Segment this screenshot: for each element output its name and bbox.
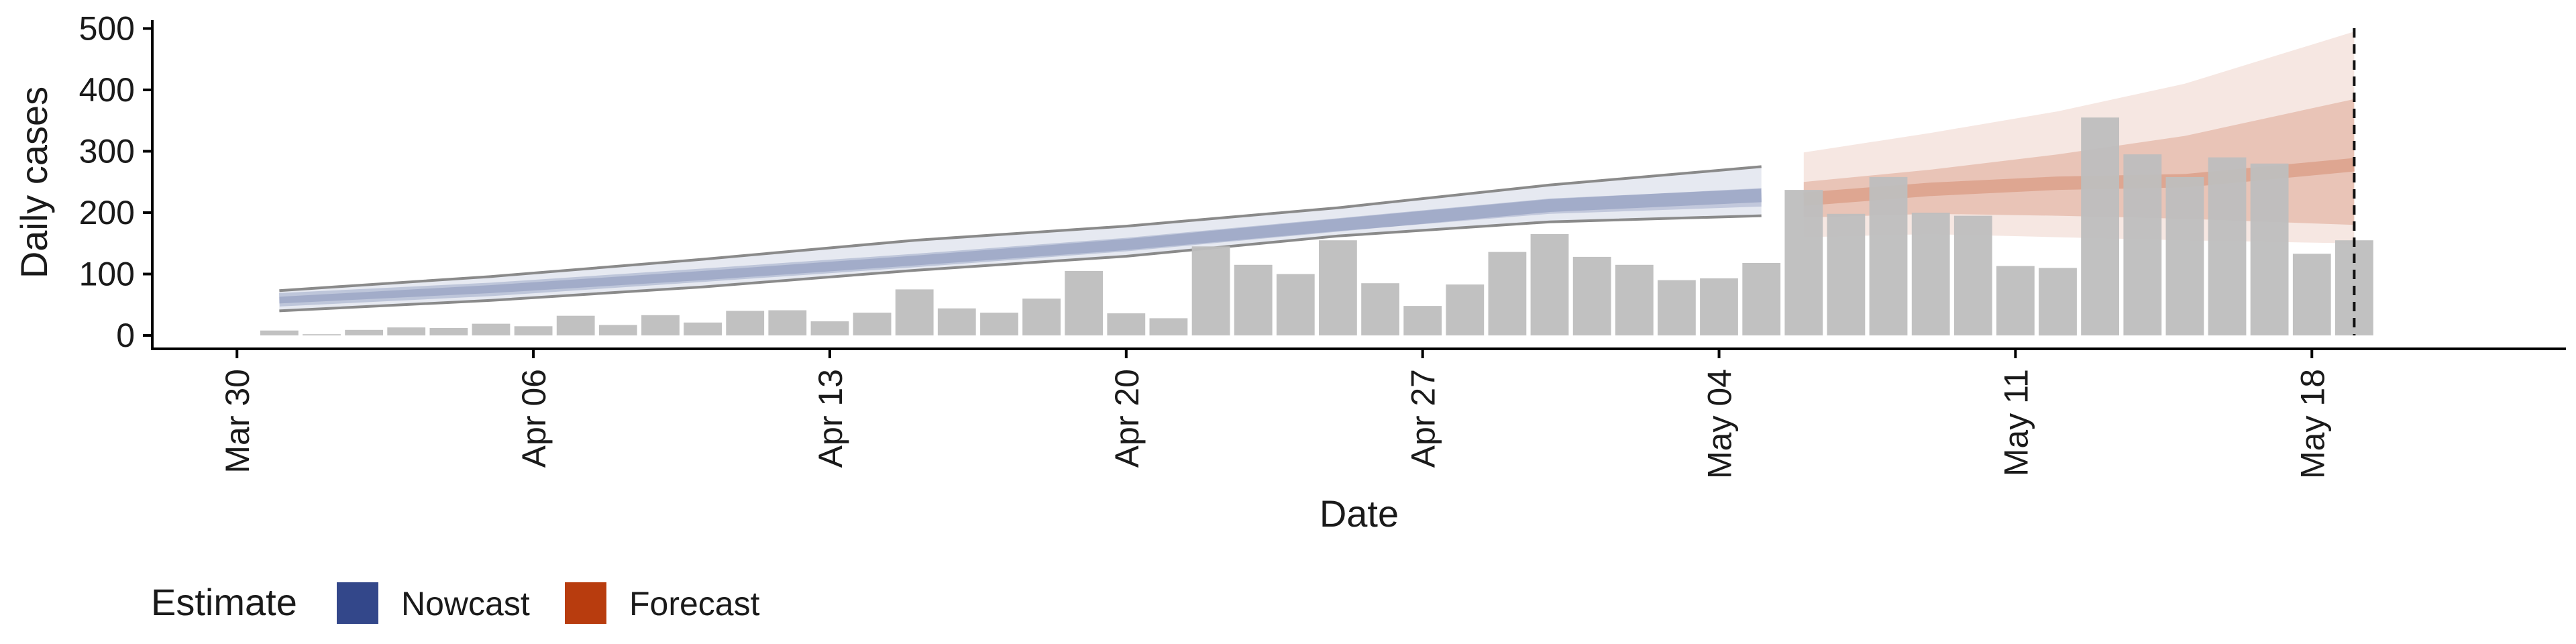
bar-2020-04-22 <box>1191 246 1230 335</box>
bar-2020-05-08 <box>1869 176 1908 335</box>
bar-2020-04-16 <box>937 308 976 335</box>
y-tick-label-300: 300 <box>79 133 135 170</box>
bar-2020-04-14 <box>853 313 892 335</box>
bar-2020-05-11 <box>1996 266 2035 335</box>
bar-2020-04-30 <box>1530 234 1569 335</box>
bar-2020-05-01 <box>1572 256 1611 335</box>
nowcast-inner-band <box>279 188 1762 304</box>
y-tick-label-500: 500 <box>79 10 135 48</box>
bar-2020-04-23 <box>1234 264 1273 335</box>
bar-2020-05-02 <box>1615 264 1654 335</box>
x-tick-label-2020-05-04: May 04 <box>1701 369 1739 479</box>
bar-2020-04-09 <box>641 315 680 335</box>
bar-2020-04-26 <box>1361 283 1399 335</box>
x-axis-title: Date <box>1320 492 1399 535</box>
bar-2020-05-06 <box>1784 190 1823 335</box>
x-tick-label-2020-04-27: Apr 27 <box>1405 369 1442 468</box>
x-tick-label-2020-03-30: Mar 30 <box>219 369 256 474</box>
bar-2020-05-10 <box>1953 215 1992 335</box>
nowcast-lower-bound-line <box>279 214 1762 313</box>
bar-2020-04-11 <box>726 311 765 335</box>
x-tick-label-2020-04-13: Apr 13 <box>812 369 849 468</box>
bar-2020-05-16 <box>2208 157 2247 335</box>
bar-2020-04-03 <box>387 327 426 335</box>
bar-2020-04-20 <box>1107 313 1146 335</box>
bar-2020-05-03 <box>1658 280 1696 335</box>
y-tick-label-400: 400 <box>79 71 135 109</box>
legend-label-nowcast: Nowcast <box>401 585 530 623</box>
legend-swatch-forecast <box>565 582 606 624</box>
nowcast-median-line <box>278 189 1762 307</box>
bar-2020-05-07 <box>1827 213 1866 335</box>
bar-2020-04-06 <box>514 326 553 335</box>
bar-2020-04-05 <box>472 323 511 335</box>
bar-2020-04-12 <box>768 310 807 335</box>
nowcast-upper-bound-line <box>279 165 1762 292</box>
bar-2020-04-25 <box>1319 240 1357 335</box>
bar-2020-05-04 <box>1700 278 1738 335</box>
bar-2020-04-18 <box>1022 299 1061 335</box>
x-tick-label-2020-05-18: May 18 <box>2294 369 2331 479</box>
bar-2020-04-02 <box>345 329 383 335</box>
x-axis-ticks: Mar 30 Apr 06 Apr 13 Apr 20 Apr 27 May 04 May … <box>219 349 2331 479</box>
bar-2020-04-17 <box>980 313 1018 335</box>
bar-2020-04-29 <box>1488 252 1527 335</box>
bar-2020-04-10 <box>684 322 722 335</box>
axes <box>151 20 2566 350</box>
y-axis-ticks: 0 100 200 300 400 500 <box>79 10 152 354</box>
bar-2020-04-04 <box>429 328 468 335</box>
bar-2020-04-01 <box>303 334 341 335</box>
case-bars <box>260 117 2373 336</box>
x-tick-label-2020-04-20: Apr 20 <box>1108 369 1146 468</box>
bar-2020-05-13 <box>2081 117 2119 335</box>
bar-2020-05-05 <box>1742 263 1781 335</box>
bar-2020-05-12 <box>2039 268 2077 336</box>
legend-swatch-nowcast <box>337 582 378 624</box>
y-tick-label-200: 200 <box>79 194 135 231</box>
legend: Estimate Nowcast Forecast <box>151 581 760 624</box>
x-tick-label-2020-04-06: Apr 06 <box>515 369 553 468</box>
bar-2020-05-15 <box>2165 176 2204 335</box>
bar-2020-04-19 <box>1065 270 1104 335</box>
estimate-bands <box>278 32 2355 313</box>
bar-2020-04-27 <box>1403 306 1442 335</box>
y-axis-title: Daily cases <box>13 87 55 278</box>
bar-2020-04-24 <box>1276 274 1315 335</box>
bar-2020-04-08 <box>598 325 637 335</box>
bar-2020-05-17 <box>2250 163 2289 336</box>
legend-label-forecast: Forecast <box>629 585 760 623</box>
bar-2020-05-09 <box>1911 213 1950 335</box>
bar-2020-05-14 <box>2123 154 2162 335</box>
bar-2020-04-15 <box>895 289 934 335</box>
bar-2020-05-18 <box>2292 254 2331 335</box>
bar-2020-04-28 <box>1446 284 1485 335</box>
bar-2020-03-31 <box>260 330 299 335</box>
y-tick-label-100: 100 <box>79 256 135 293</box>
bar-2020-04-13 <box>810 321 849 335</box>
x-tick-label-2020-05-11: May 11 <box>1997 369 2035 476</box>
y-tick-label-0: 0 <box>116 317 135 354</box>
bar-2020-04-21 <box>1149 318 1188 335</box>
legend-title: Estimate <box>151 581 297 623</box>
bar-2020-04-07 <box>556 315 595 335</box>
